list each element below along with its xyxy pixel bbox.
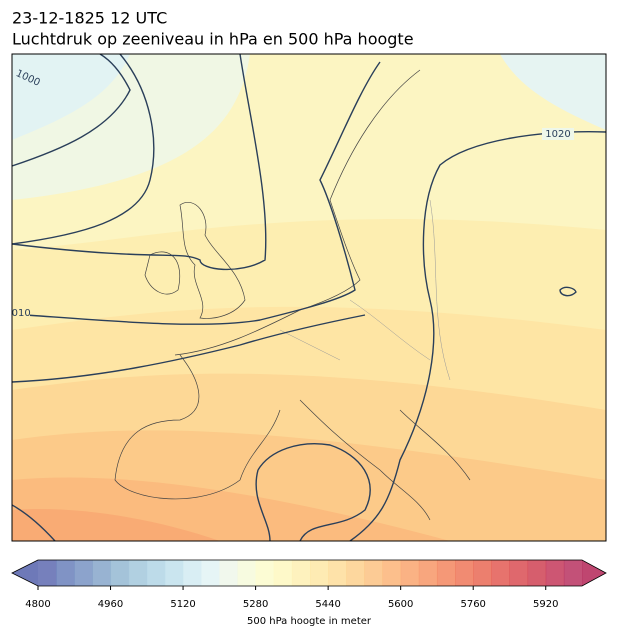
- coastline: [179, 202, 246, 319]
- colorbar-tick-label: 5120: [170, 599, 195, 610]
- title-line1: 23-12-1825 12 UTC: [12, 9, 167, 28]
- colorbar-segment: [56, 560, 75, 586]
- colorbar-segment: [110, 560, 130, 586]
- colorbar-tick-label: 5280: [243, 599, 268, 610]
- colorbar-segment: [164, 560, 184, 586]
- isobar: [12, 54, 267, 271]
- colorbar-tick-label: 5760: [460, 599, 485, 610]
- colorbar-segment: [219, 560, 238, 586]
- colorbar-segment: [509, 560, 529, 586]
- colorbar-extend-low: [12, 560, 38, 586]
- isobar: [12, 504, 56, 541]
- colorbar-segment: [128, 560, 148, 586]
- colorbar-segment: [183, 560, 202, 586]
- colorbar-label: 500 hPa hoogte in meter: [247, 616, 372, 627]
- colorbar-segment: [418, 560, 438, 586]
- colorbar-segment: [255, 560, 275, 586]
- colorbar-segment: [146, 560, 166, 586]
- colorbar-segment: [436, 560, 456, 586]
- colorbar-segment: [201, 560, 220, 586]
- isobar: [12, 61, 381, 325]
- colorbar-extend-high: [582, 560, 606, 586]
- coastline: [299, 399, 471, 521]
- colorbar-segment: [400, 560, 420, 586]
- colorbar-segment: [273, 560, 293, 586]
- isobar: [12, 54, 131, 167]
- colorbar-tick-label: 4800: [25, 599, 50, 610]
- colorbar: 4800 4960 5120 5280 5440 5600 5760 5920: [11, 559, 607, 610]
- isobar-label: 1020: [545, 129, 570, 140]
- colorbar-tick-label: 5920: [533, 599, 558, 610]
- coastline: [114, 69, 421, 500]
- colorbar-segment: [38, 560, 57, 586]
- colorbar-segment: [74, 560, 93, 586]
- isobar: [255, 443, 371, 541]
- map: 1000 1020 1010: [5, 54, 606, 541]
- colorbar-tick-label: 4960: [98, 599, 123, 610]
- isobar-label: 1010: [5, 308, 30, 319]
- colorbar-segment: [455, 560, 474, 586]
- colorbar-segment: [291, 560, 311, 586]
- colorbar-segment: [346, 560, 365, 586]
- map-frame: [11, 53, 607, 542]
- colorbar-segment: [473, 560, 492, 586]
- colorbar-segment: [382, 560, 402, 586]
- colorbar-segment: [527, 560, 547, 586]
- colorbar-segment: [563, 560, 583, 586]
- colorbar-outline: [11, 559, 607, 587]
- title-line2: Luchtdruk op zeeniveau in hPa en 500 hPa…: [12, 30, 414, 49]
- colorbar-tick-label: 5600: [388, 599, 413, 610]
- isobar: [559, 286, 577, 297]
- colorbar-segment: [491, 560, 510, 586]
- colorbar-segment: [364, 560, 384, 586]
- colorbar-segment: [92, 560, 112, 586]
- isobar: [12, 131, 606, 541]
- colorbar-segment: [328, 560, 347, 586]
- colorbar-segment: [310, 560, 329, 586]
- colorbar-segment: [237, 560, 257, 586]
- colorbar-segment: [545, 560, 565, 586]
- colorbar-tick-label: 5440: [315, 599, 340, 610]
